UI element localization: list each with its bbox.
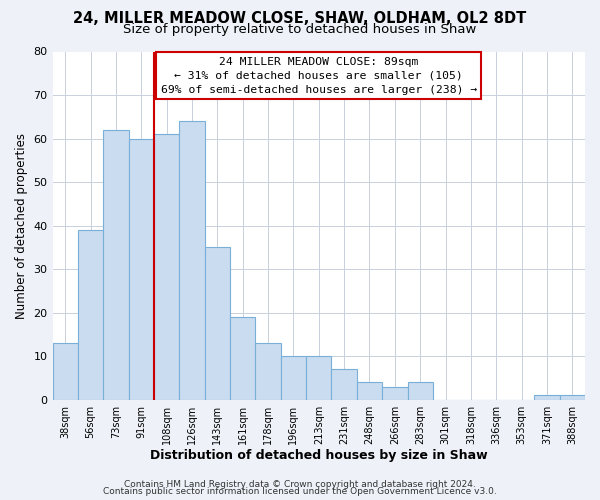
Bar (53, 343, 78, 400)
Bar (407, 382, 433, 400)
X-axis label: Distribution of detached houses by size in Shaw: Distribution of detached houses by size … (150, 450, 488, 462)
Y-axis label: Number of detached properties: Number of detached properties (15, 132, 28, 318)
Bar (331, 370, 357, 400)
Bar (179, 121, 205, 400)
Text: Size of property relative to detached houses in Shaw: Size of property relative to detached ho… (124, 22, 476, 36)
Bar (560, 396, 585, 400)
Bar (306, 356, 331, 400)
Text: Contains HM Land Registry data © Crown copyright and database right 2024.: Contains HM Land Registry data © Crown c… (124, 480, 476, 489)
Text: 24, MILLER MEADOW CLOSE, SHAW, OLDHAM, OL2 8DT: 24, MILLER MEADOW CLOSE, SHAW, OLDHAM, O… (73, 11, 527, 26)
Bar (230, 317, 256, 400)
Text: Contains public sector information licensed under the Open Government Licence v3: Contains public sector information licen… (103, 488, 497, 496)
Text: 24 MILLER MEADOW CLOSE: 89sqm
← 31% of detached houses are smaller (105)
69% of : 24 MILLER MEADOW CLOSE: 89sqm ← 31% of d… (161, 56, 477, 94)
Bar (78, 230, 103, 400)
Bar (382, 387, 407, 400)
Bar (357, 382, 382, 400)
Bar (154, 134, 179, 400)
Bar (128, 138, 154, 400)
Bar (534, 396, 560, 400)
Bar (256, 343, 281, 400)
Bar (103, 130, 128, 400)
Bar (205, 248, 230, 400)
Bar (281, 356, 306, 400)
